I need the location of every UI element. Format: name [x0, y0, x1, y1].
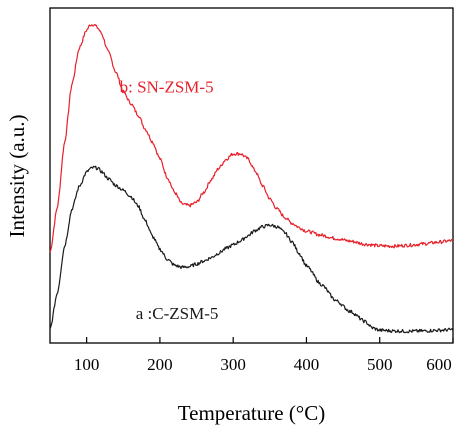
- x-tick-label: 200: [147, 355, 173, 374]
- plot-area: 100 200 300 400 500 600 b: SN-ZSM-5 a :C-ZSM-5: [49, 7, 454, 374]
- sn-zsm-5-line: [49, 23, 454, 253]
- x-axis-title: Temperature (°C): [178, 401, 325, 425]
- x-tick-label: 400: [294, 355, 320, 374]
- x-tick-label: 600: [426, 355, 452, 374]
- y-axis-title: Intensity (a.u.): [5, 114, 29, 237]
- x-axis-tick-labels: 100 200 300 400 500 600: [74, 355, 452, 374]
- x-tick-label: 500: [367, 355, 393, 374]
- x-axis-ticks: [86, 337, 454, 343]
- x-tick-label: 300: [220, 355, 246, 374]
- series-lines: [49, 23, 454, 334]
- series-annotations: b: SN-ZSM-5 a :C-ZSM-5: [120, 77, 219, 322]
- x-tick-label: 100: [74, 355, 100, 374]
- c-zsm-5-label: a :C-ZSM-5: [136, 304, 219, 323]
- plot-frame: [49, 7, 454, 344]
- c-zsm-5-line: [49, 165, 454, 334]
- sn-zsm-5-label: b: SN-ZSM-5: [120, 77, 214, 96]
